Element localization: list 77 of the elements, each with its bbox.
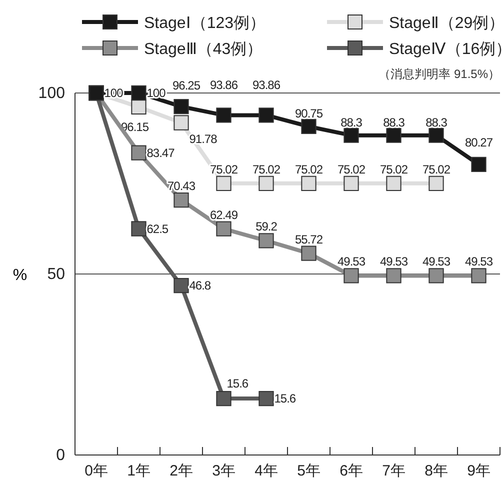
data-label: 93.86 [210, 78, 238, 92]
point [174, 192, 189, 208]
data-label: 15.6 [226, 376, 249, 391]
data-label: 75.02 [294, 162, 324, 176]
data-label: 59.2 [256, 220, 278, 234]
data-label: 90.75 [294, 106, 324, 120]
point [428, 268, 444, 284]
point [174, 115, 189, 130]
point [258, 390, 274, 406]
point [301, 176, 316, 191]
data-label: 80.27 [464, 135, 494, 150]
text: （消息判明率 91.5%） [378, 67, 500, 81]
data-label: 88.3 [383, 115, 406, 130]
legend-label: StageⅠ（123例） [144, 15, 266, 32]
x-tick-label: 7年 [382, 462, 406, 480]
point [131, 221, 146, 236]
data-label: 75.02 [380, 162, 408, 176]
y-axis-title: % [12, 267, 28, 284]
data-label: 62.49 [210, 208, 238, 222]
y-tick-label: 0 [56, 447, 66, 464]
x-tick-label: 3年 [212, 462, 236, 480]
point [258, 108, 274, 123]
data-label: 62.5 [146, 222, 169, 236]
point [428, 176, 444, 191]
x-tick-label: 9年 [467, 462, 490, 480]
point [216, 176, 232, 191]
point [428, 128, 444, 143]
point [344, 268, 359, 284]
legend-label: StageⅣ（16例） [389, 41, 502, 58]
data-label: 96.25 [172, 78, 201, 93]
data-label: 88.3 [426, 115, 448, 130]
data-label: 75.02 [252, 162, 281, 176]
data-label: 75.02 [337, 162, 366, 176]
point [216, 390, 232, 406]
point [258, 176, 274, 191]
x-tick-label: 4年 [254, 462, 278, 480]
data-label: 91.78 [189, 132, 218, 146]
point [301, 246, 316, 261]
point [386, 176, 402, 191]
x-tick-label: 6年 [340, 462, 363, 480]
point [344, 128, 359, 143]
point [386, 128, 402, 143]
legend-label: StageⅢ（43例） [144, 41, 263, 58]
y-tick-label: 100 [38, 85, 66, 102]
data-label: 46.8 [189, 278, 212, 293]
data-label: 49.53 [464, 254, 494, 269]
point [301, 118, 316, 134]
point [131, 145, 146, 160]
point [174, 278, 189, 294]
legend-label: StageⅡ（29例） [389, 15, 502, 32]
data-label: 55.72 [294, 232, 324, 246]
data-label: 49.53 [422, 254, 451, 269]
y-tick-label: 50 [47, 266, 66, 284]
x-tick-label: 0年 [84, 462, 108, 480]
data-label: 49.53 [337, 254, 366, 269]
data-label: 93.86 [252, 78, 281, 92]
point [344, 176, 359, 191]
x-tick-label: 2年 [170, 462, 193, 480]
x-tick-label: 5年 [297, 462, 320, 480]
point [258, 233, 274, 248]
data-label: 88.3 [340, 115, 363, 130]
point [131, 99, 146, 115]
point [471, 268, 486, 284]
point [471, 156, 486, 172]
point [216, 108, 232, 123]
data-label: 49.53 [380, 254, 408, 269]
data-label: 75.02 [422, 162, 451, 176]
x-tick-label: 8年 [424, 462, 448, 480]
data-label: 83.47 [146, 146, 176, 160]
data-label: 70.43 [167, 179, 196, 194]
point [216, 221, 232, 236]
x-tick-label: 1年 [127, 462, 150, 480]
data-label: 15.6 [274, 392, 296, 406]
data-label: 75.02 [210, 162, 238, 176]
point [131, 85, 146, 101]
point [174, 99, 189, 114]
point [386, 268, 402, 284]
